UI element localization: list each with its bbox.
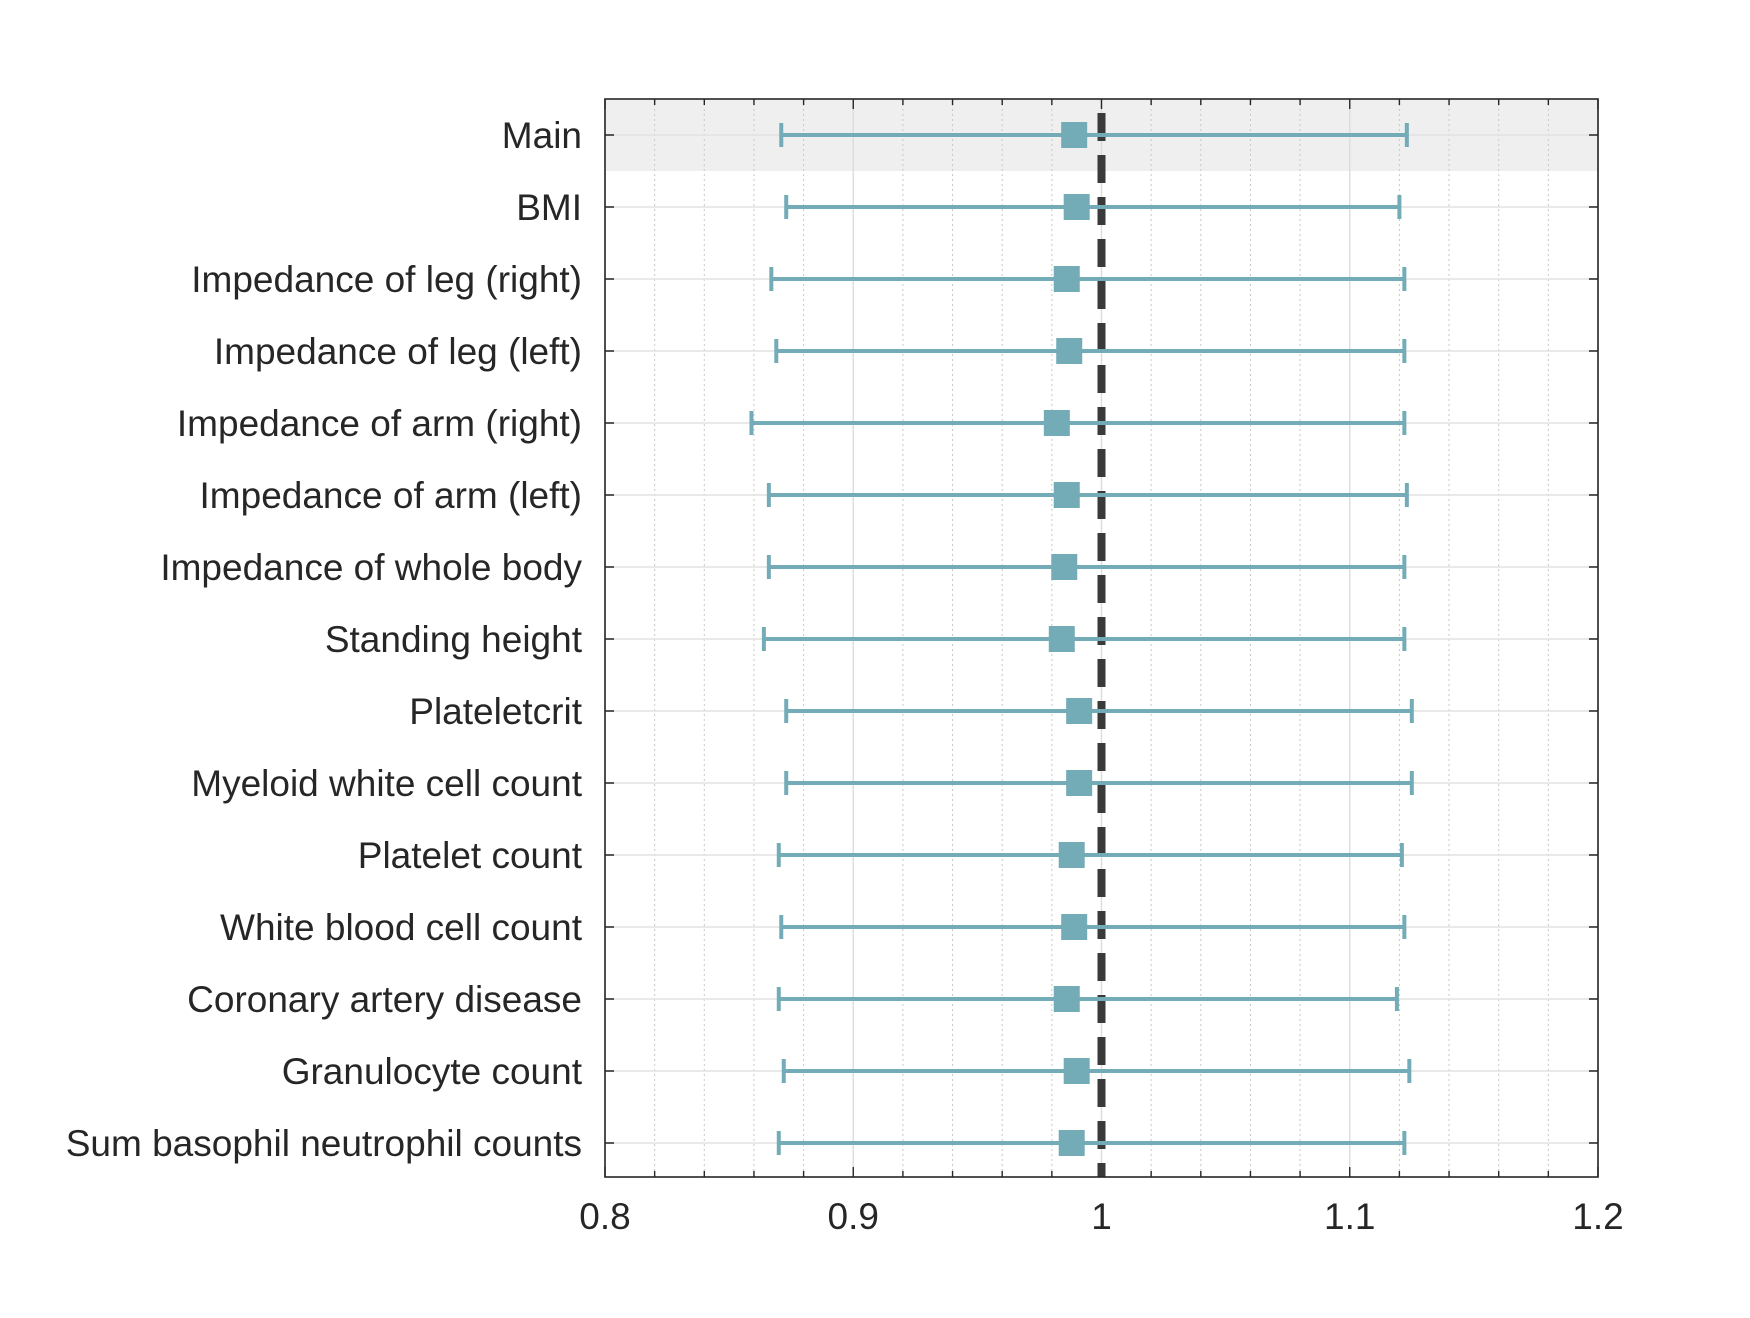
x-tick-label: 1.2 [1572,1196,1623,1237]
estimate-marker [1043,410,1070,436]
x-tick-label: 0.9 [828,1196,879,1237]
estimate-marker [1048,626,1075,652]
row-label: Impedance of whole body [160,547,582,588]
estimate-marker [1053,266,1080,292]
row-label: Plateletcrit [409,691,582,732]
row-label: Impedance of leg (left) [214,331,582,372]
estimate-marker [1061,914,1088,940]
x-tick-label: 1 [1091,1196,1112,1237]
row-label: Main [502,115,582,156]
estimate-marker [1066,698,1093,724]
row-label: Granulocyte count [282,1051,583,1092]
row-label: Impedance of arm (left) [200,475,582,516]
row-label: Platelet count [358,835,583,876]
estimate-marker [1053,482,1080,508]
row-label: Sum basophil neutrophil counts [66,1123,582,1164]
estimate-marker [1061,122,1088,148]
row-label: White blood cell count [220,907,583,948]
x-tick-label: 1.1 [1324,1196,1375,1237]
row-label: Standing height [325,619,583,660]
estimate-marker [1063,194,1090,220]
estimate-marker [1058,842,1085,868]
estimate-marker [1063,1058,1090,1084]
estimate-marker [1056,338,1083,364]
row-label: Myeloid white cell count [191,763,582,804]
row-label: Impedance of arm (right) [177,403,582,444]
estimate-marker [1053,986,1080,1012]
x-tick-label: 0.8 [579,1196,630,1237]
estimate-marker [1058,1130,1085,1156]
plot-frame [604,98,1599,1178]
row-label: Coronary artery disease [187,979,582,1020]
estimate-marker [1051,554,1078,580]
row-label: BMI [516,187,582,228]
estimate-marker [1066,770,1093,796]
row-label: Impedance of leg (right) [191,259,582,300]
